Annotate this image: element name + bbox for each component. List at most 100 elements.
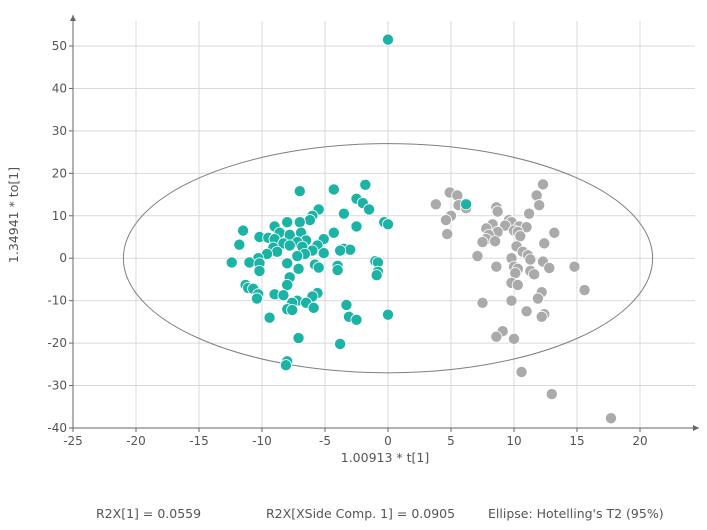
data-point [548, 226, 561, 239]
r2x-t-label: R2X[1] = 0.0559 [96, 506, 202, 521]
axes [69, 15, 699, 432]
data-point [312, 261, 325, 274]
data-point [370, 269, 383, 282]
r2x-xside-label: R2X[XSide Comp. 1] = 0.0905 [266, 506, 456, 521]
data-point [350, 313, 363, 326]
x-tick-label: 0 [384, 434, 392, 448]
data-point [363, 203, 376, 216]
x-axis-arrow [693, 425, 699, 431]
data-point [429, 198, 442, 211]
data-point [327, 183, 340, 196]
data-point [441, 228, 454, 241]
y-tick-label: 0 [59, 251, 67, 265]
data-point [303, 214, 316, 227]
data-point [538, 237, 551, 250]
data-point [350, 220, 363, 233]
y-axis-arrow [70, 15, 76, 21]
data-point [505, 294, 518, 307]
data-point [243, 256, 256, 269]
data-point [511, 278, 524, 291]
data-point [491, 205, 504, 218]
data-point [568, 260, 581, 273]
x-tick-label: -20 [126, 434, 146, 448]
x-tick-label: 15 [569, 434, 584, 448]
data-point [286, 304, 299, 317]
data-point [292, 262, 305, 275]
data-point [530, 189, 543, 202]
data-point [250, 292, 263, 305]
data-points [225, 33, 618, 425]
y-tick-label: 30 [52, 124, 67, 138]
data-point [578, 284, 591, 297]
data-point [225, 256, 238, 269]
data-point [543, 261, 556, 274]
data-point [531, 292, 544, 305]
data-point [327, 226, 340, 239]
x-tick-label: -5 [319, 434, 331, 448]
y-tick-label: 20 [52, 166, 67, 180]
data-point [271, 245, 284, 258]
data-point [233, 238, 246, 251]
data-point [515, 365, 528, 378]
data-point [381, 218, 394, 231]
data-point [520, 305, 533, 318]
data-point [340, 298, 353, 311]
data-point [292, 332, 305, 345]
data-point [523, 207, 536, 220]
data-point [331, 264, 344, 277]
data-point [460, 198, 473, 211]
data-point [283, 239, 296, 252]
data-point [381, 33, 394, 46]
data-point [279, 359, 292, 372]
data-point [533, 199, 546, 212]
x-tick-label: -15 [189, 434, 209, 448]
x-tick-label: 5 [447, 434, 455, 448]
y-tick-label: -10 [47, 294, 67, 308]
data-point [605, 412, 618, 425]
data-point [277, 289, 290, 302]
hotelling-ellipse [122, 143, 654, 374]
data-point [545, 388, 558, 401]
tick-labels: -25 -20 -15 -10 -5 0 5 10 15 20 -40 -30 -20 -10 0 10 20 3… [47, 39, 647, 448]
data-point [307, 301, 320, 314]
data-point [536, 178, 549, 191]
data-point [514, 230, 527, 243]
data-point [528, 268, 541, 281]
data-point [524, 253, 537, 266]
y-tick-label: 10 [52, 209, 67, 223]
data-point [237, 224, 250, 237]
x-tick-label: 20 [632, 434, 647, 448]
grid [73, 21, 695, 428]
data-point [263, 311, 276, 324]
data-point [317, 247, 330, 260]
data-point [253, 264, 266, 277]
data-point [291, 250, 304, 263]
data-point [281, 278, 294, 291]
data-point [490, 330, 503, 343]
data-point [476, 236, 489, 249]
data-point [439, 214, 452, 227]
data-point [359, 178, 372, 191]
data-point [507, 332, 520, 345]
data-point [344, 243, 357, 256]
data-point [337, 207, 350, 220]
data-point [381, 308, 394, 321]
x-axis-title: 1.00913 * t[1] [341, 450, 430, 465]
data-point [334, 337, 347, 350]
x-tick-label: -25 [63, 434, 83, 448]
y-tick-label: -30 [47, 379, 67, 393]
y-tick-label: -40 [47, 421, 67, 435]
y-tick-label: 40 [52, 81, 67, 95]
y-tick-label: 50 [52, 39, 67, 53]
scatter-chart: -25 -20 -15 -10 -5 0 5 10 15 20 -40 -30 -20 -10 0 10 20 3… [6, 15, 699, 465]
x-tick-label: -10 [252, 434, 272, 448]
data-point [489, 235, 502, 248]
ellipse-label: Ellipse: Hotelling's T2 (95%) [488, 506, 664, 521]
y-tick-label: -20 [47, 336, 67, 350]
data-point [334, 244, 347, 257]
data-point [293, 216, 306, 229]
x-tick-label: 10 [506, 434, 521, 448]
data-point [281, 216, 294, 229]
data-point [490, 260, 503, 273]
data-point [281, 257, 294, 270]
